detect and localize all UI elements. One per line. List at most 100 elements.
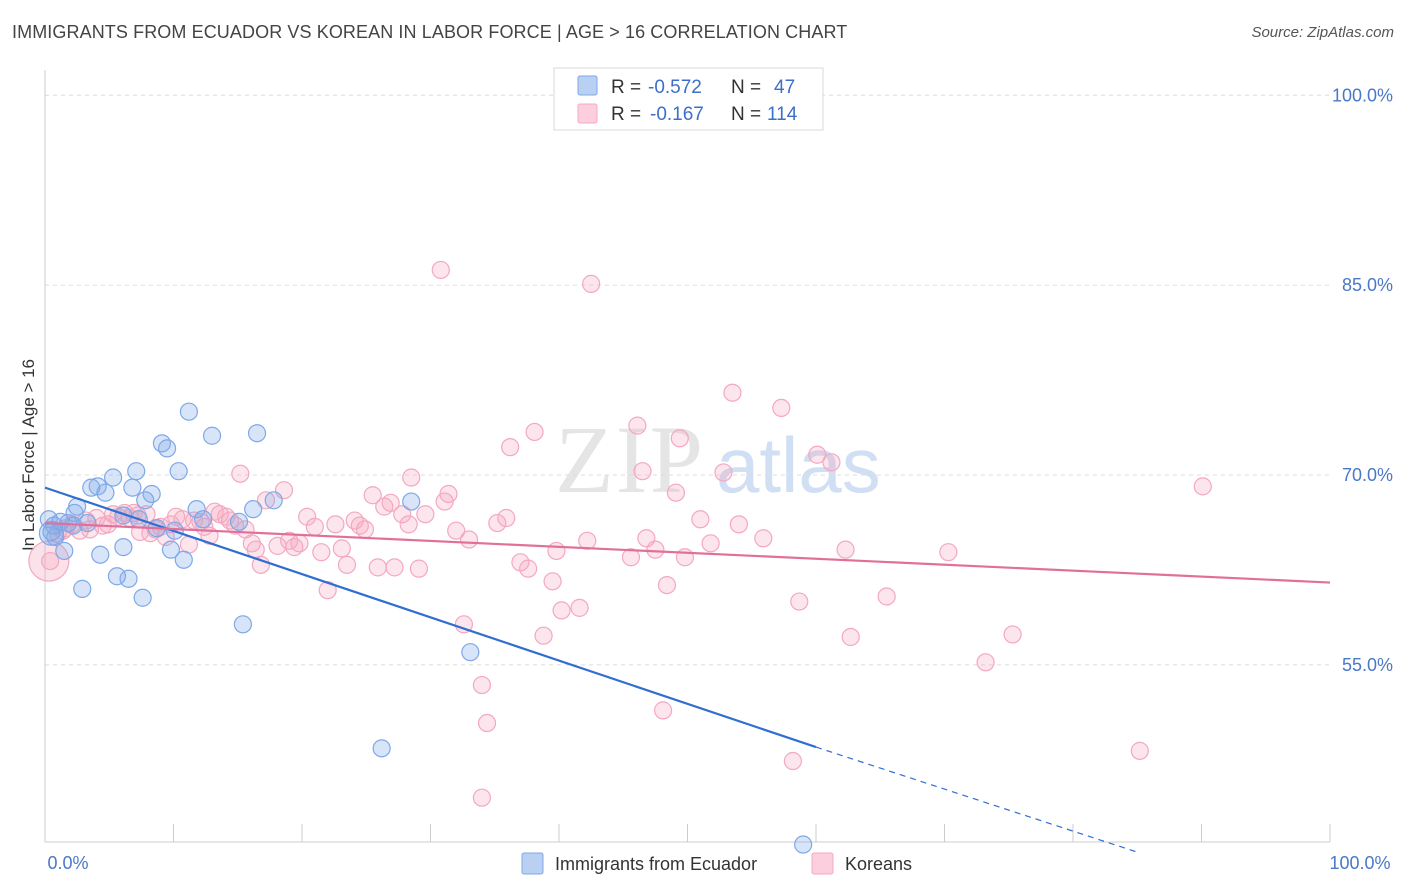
data-point-ecuador <box>152 434 172 453</box>
data-point-ecuador <box>96 483 115 502</box>
data-point-koreans <box>552 601 571 620</box>
data-point-koreans <box>783 751 802 771</box>
data-point-koreans <box>409 559 429 578</box>
data-point-koreans <box>41 551 60 571</box>
legend-n-value-ecuador: 47 <box>774 77 795 98</box>
data-point-ecuador <box>123 478 142 497</box>
data-point-ecuador <box>78 513 97 533</box>
data-point-koreans <box>525 422 544 442</box>
data-point-koreans <box>312 543 331 562</box>
data-point-koreans <box>519 559 538 578</box>
data-point-koreans <box>723 383 742 402</box>
data-point-koreans <box>363 486 382 505</box>
trendline-ecuador <box>44 486 817 749</box>
data-point-koreans <box>477 713 497 733</box>
x-tick-label: 100.0% <box>1329 853 1390 873</box>
data-point-koreans <box>472 788 491 807</box>
legend-r-label-koreans: R = <box>611 104 641 125</box>
legend-swatch-koreans <box>577 103 598 124</box>
data-point-koreans <box>98 515 118 534</box>
data-point-koreans <box>534 626 553 645</box>
data-point-koreans <box>729 515 749 534</box>
data-point-koreans <box>754 529 773 548</box>
data-point-koreans <box>666 483 686 502</box>
data-point-koreans <box>402 468 421 487</box>
data-point-ecuador <box>133 588 152 607</box>
data-point-koreans <box>582 274 601 293</box>
series-koreans-points <box>28 260 1212 807</box>
data-point-ecuador <box>179 402 199 421</box>
data-point-koreans <box>653 701 673 720</box>
data-point-koreans <box>877 587 896 606</box>
data-point-ecuador <box>157 439 177 458</box>
data-point-ecuador <box>73 579 92 598</box>
data-point-koreans <box>305 517 324 536</box>
legend-label-koreans: Koreans <box>845 854 912 874</box>
y-axis-title: In Labor Force | Age > 16 <box>19 359 38 551</box>
data-point-ecuador <box>104 468 123 487</box>
trend-lines <box>44 486 1331 853</box>
data-point-koreans <box>472 675 491 695</box>
data-point-koreans <box>385 558 404 577</box>
data-point-ecuador <box>187 500 206 519</box>
data-point-koreans <box>670 429 689 448</box>
data-point-ecuador <box>202 426 222 445</box>
data-point-koreans <box>231 464 250 483</box>
legend-r-value-koreans: -0.167 <box>650 104 704 125</box>
data-point-koreans <box>501 438 520 457</box>
data-point-koreans <box>28 540 70 582</box>
data-point-ecuador <box>461 643 480 662</box>
y-tick-label: 70.0% <box>1342 465 1393 485</box>
data-point-koreans <box>1193 477 1212 496</box>
legend-n-label-koreans: N = <box>731 104 761 125</box>
data-point-koreans <box>790 592 809 611</box>
y-tick-label: 55.0% <box>1342 655 1393 675</box>
data-point-koreans <box>822 453 841 472</box>
data-point-koreans <box>714 463 733 482</box>
data-point-koreans <box>841 627 860 647</box>
data-point-ecuador <box>169 462 188 481</box>
data-point-koreans <box>447 521 466 540</box>
data-point-ecuador <box>55 541 74 561</box>
data-point-ecuador <box>82 478 101 497</box>
data-point-koreans <box>431 260 450 280</box>
data-point-koreans <box>454 615 474 634</box>
data-point-koreans <box>646 540 665 559</box>
legend-r-value-ecuador: -0.572 <box>648 77 702 98</box>
data-point-koreans <box>256 491 276 510</box>
data-point-koreans <box>976 653 995 672</box>
trendline-koreans <box>44 521 1331 584</box>
data-point-ecuador <box>107 567 127 586</box>
data-point-koreans <box>399 515 418 534</box>
legend-n-value-koreans: 114 <box>767 104 798 125</box>
data-point-ecuador <box>114 538 133 557</box>
data-point-koreans <box>459 530 479 549</box>
data-point-koreans <box>381 493 400 512</box>
data-point-koreans <box>1130 741 1149 760</box>
legend-swatch-koreans-bottom <box>811 852 834 875</box>
data-point-ecuador <box>264 491 283 510</box>
legend-r-label-ecuador: R = <box>611 77 641 98</box>
legend-swatch-immigrants-from-ecuador <box>521 852 544 875</box>
data-point-koreans <box>657 575 677 595</box>
series-legend: Immigrants from Ecuador Koreans <box>521 852 912 875</box>
data-point-koreans <box>836 540 855 559</box>
x-tick-labels: 0.0% 100.0% <box>47 853 1390 873</box>
data-point-koreans <box>290 534 309 553</box>
data-point-koreans <box>393 505 412 524</box>
legend-n-label-ecuador: N = <box>731 77 761 98</box>
data-point-ecuador <box>142 484 161 504</box>
watermark-atlas: atlas <box>716 421 881 509</box>
data-point-koreans <box>621 548 641 567</box>
data-point-ecuador <box>114 506 133 525</box>
chart-title: IMMIGRANTS FROM ECUADOR VS KOREAN IN LAB… <box>12 22 848 42</box>
data-point-koreans <box>633 462 652 481</box>
data-point-koreans <box>332 539 351 558</box>
data-point-ecuador <box>402 492 421 511</box>
data-point-ecuador <box>174 550 193 569</box>
data-point-koreans <box>543 572 562 591</box>
y-tick-label: 100.0% <box>1332 85 1393 105</box>
data-point-ecuador <box>127 462 146 481</box>
data-point-koreans <box>416 505 435 524</box>
